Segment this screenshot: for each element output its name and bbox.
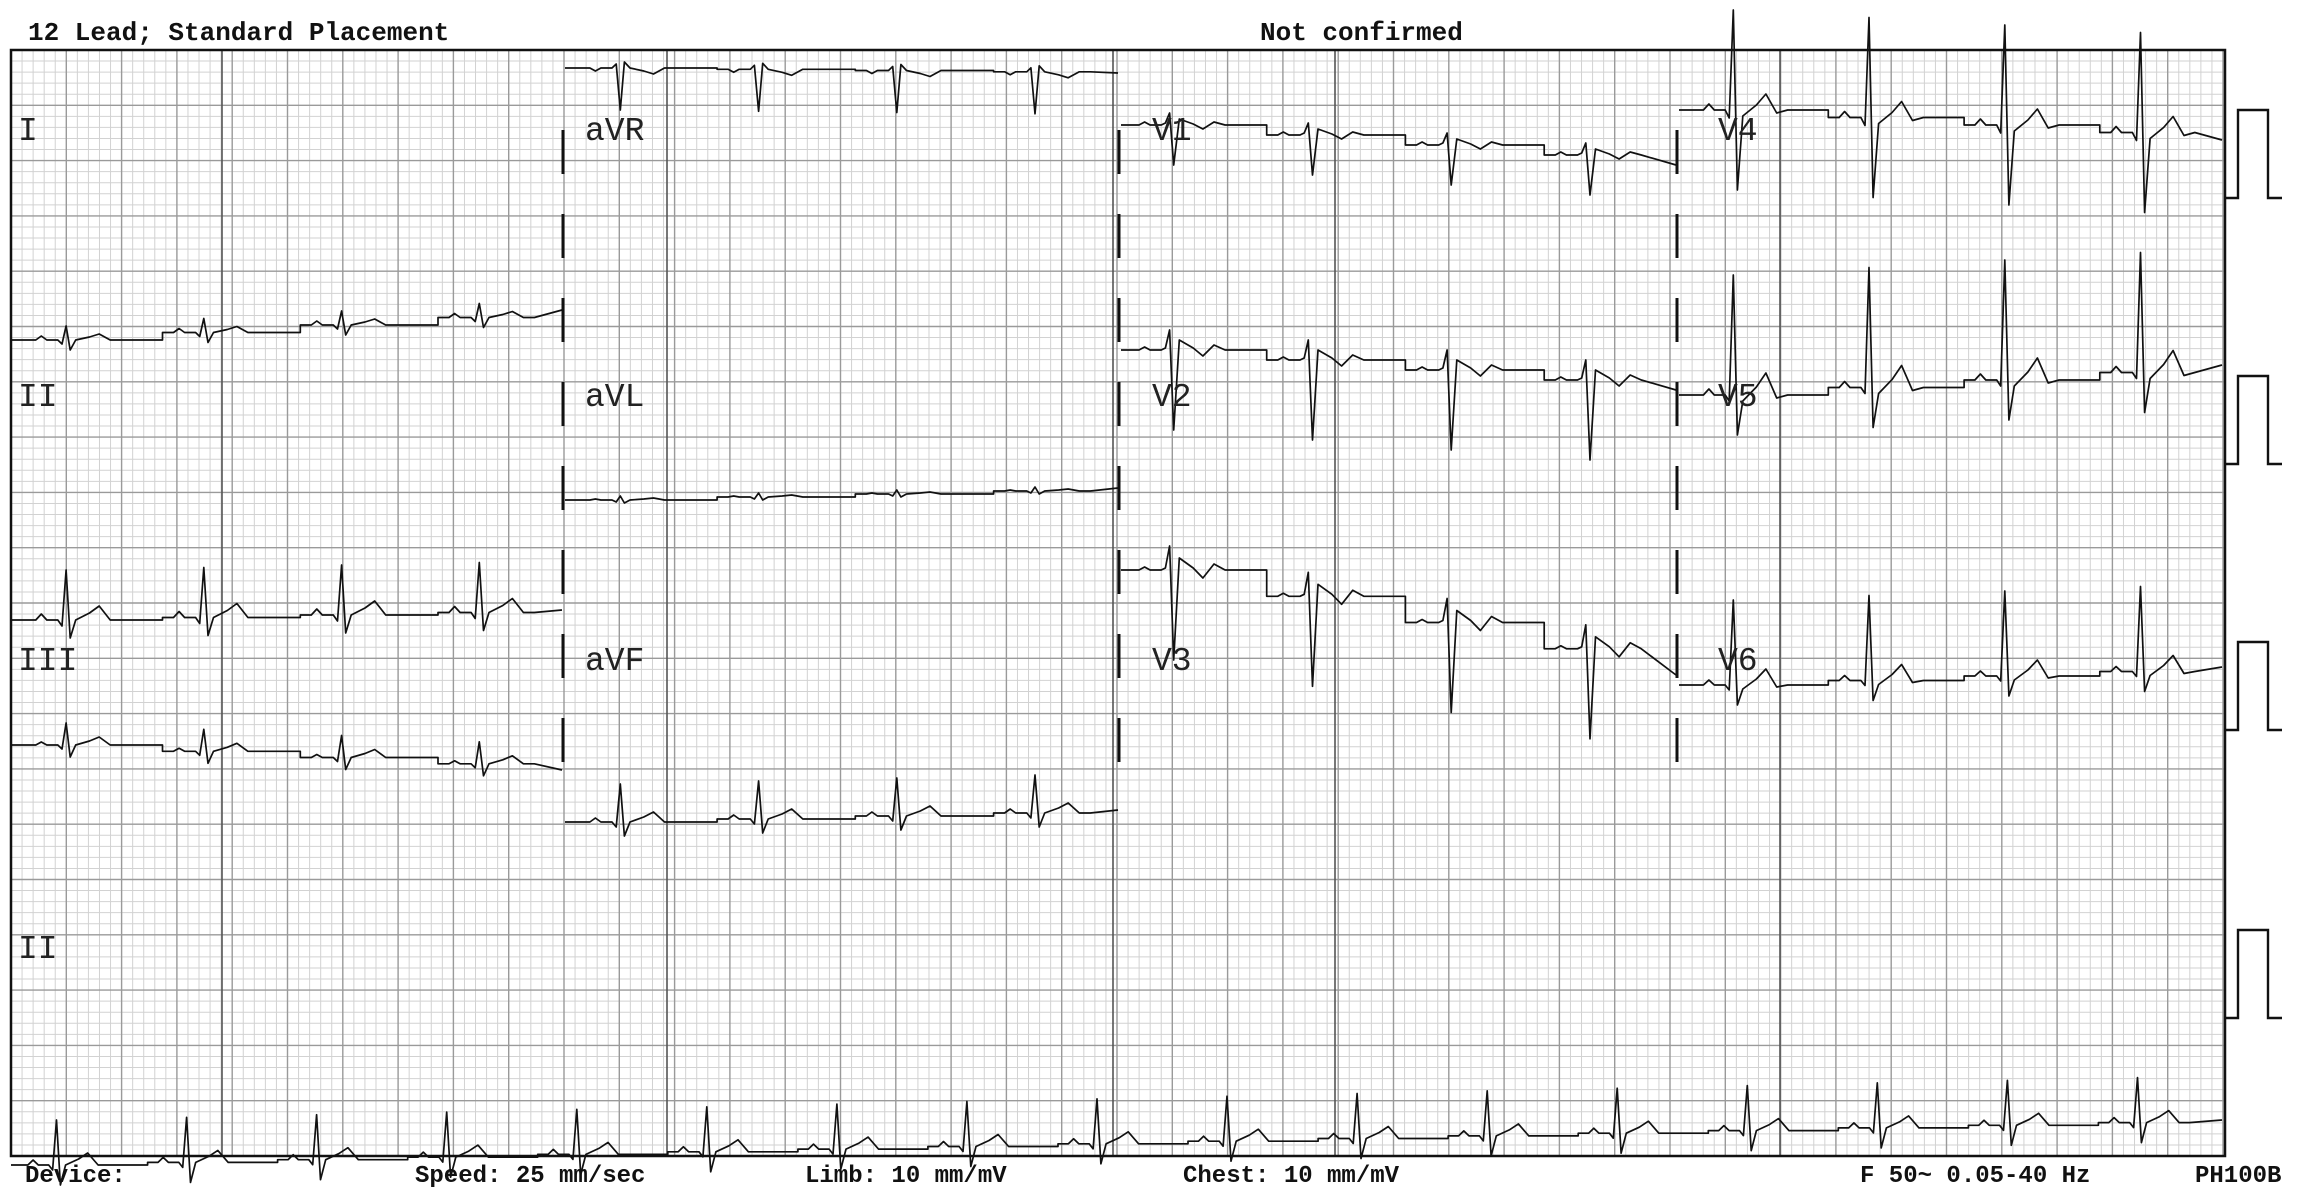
calibration-pulse — [2224, 928, 2282, 1020]
trace-lead-V2 — [1121, 329, 1677, 461]
device-label: Device: — [25, 1163, 126, 1190]
filter-setting: F 50~ 0.05-40 Hz — [1860, 1163, 2091, 1190]
trace-rhythm-II — [11, 1076, 2223, 1186]
ecg-markers — [561, 108, 2282, 1020]
lead-label-V5: V5 — [1718, 379, 1758, 416]
lead-label-rhythm-II: II — [18, 931, 58, 968]
ecg-traces — [11, 9, 2223, 1186]
lead-label-II: II — [18, 379, 58, 416]
speed-setting: Speed: 25 mm/sec — [415, 1163, 646, 1190]
trace-lead-aVR — [565, 61, 1119, 115]
trace-lead-V1 — [1121, 112, 1677, 196]
calibration-pulse — [2224, 640, 2282, 732]
lead-label-V3: V3 — [1152, 643, 1192, 680]
lead-label-III: III — [18, 643, 78, 680]
trace-lead-V5 — [1679, 251, 2223, 436]
lead-label-aVR: aVR — [585, 113, 645, 150]
chest-gain-setting: Chest: 10 mm/mV — [1183, 1163, 1400, 1190]
trace-lead-V3 — [1121, 545, 1677, 740]
device-model: PH100B — [2195, 1163, 2282, 1190]
trace-lead-II — [11, 561, 563, 639]
ecg-grid — [9, 48, 2227, 1158]
limb-gain-setting: Limb: 10 mm/mV — [805, 1163, 1007, 1190]
lead-label-V4: V4 — [1718, 113, 1758, 150]
lead-label-V6: V6 — [1718, 643, 1758, 680]
trace-lead-aVF — [565, 774, 1119, 837]
trace-lead-aVL — [565, 486, 1119, 504]
trace-lead-I — [11, 302, 563, 351]
lead-label-I: I — [18, 113, 38, 150]
trace-lead-V6 — [1679, 585, 2223, 706]
lead-label-aVF: aVF — [585, 643, 645, 680]
lead-label-aVL: aVL — [585, 379, 645, 416]
trace-lead-V4 — [1679, 9, 2223, 214]
confirmation-status: Not confirmed — [1260, 18, 1463, 48]
lead-label-V1: V1 — [1152, 113, 1192, 150]
ecg-frame — [9, 48, 2227, 1158]
calibration-pulse — [2224, 374, 2282, 466]
calibration-pulse — [2224, 108, 2282, 200]
report-title: 12 Lead; Standard Placement — [28, 18, 450, 48]
trace-lead-III — [11, 722, 563, 777]
lead-label-V2: V2 — [1152, 379, 1192, 416]
